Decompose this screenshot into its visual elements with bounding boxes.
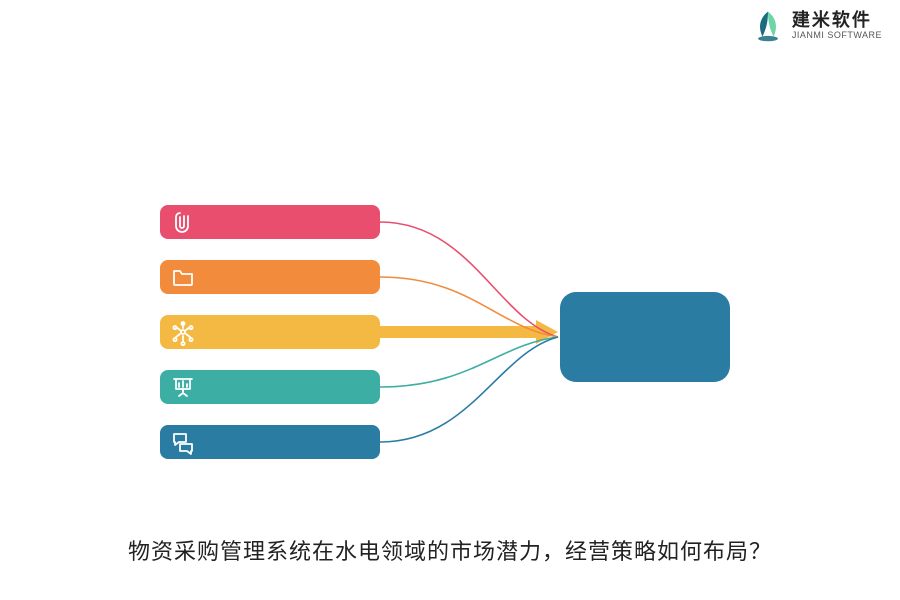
connector-4 [380, 337, 558, 387]
source-bar-1 [160, 205, 380, 239]
source-bar-4 [160, 370, 380, 404]
target-box [560, 292, 730, 382]
flow-diagram [0, 0, 900, 600]
source-bar-2 [160, 260, 380, 294]
source-bar-5 [160, 425, 380, 459]
caption-text: 物资采购管理系统在水电领域的市场潜力，经营策略如何布局？ [0, 534, 900, 566]
center-arrow-shaft [380, 326, 536, 338]
connector-1 [380, 222, 558, 337]
source-bar-3 [160, 315, 380, 349]
connector-5 [380, 337, 558, 442]
